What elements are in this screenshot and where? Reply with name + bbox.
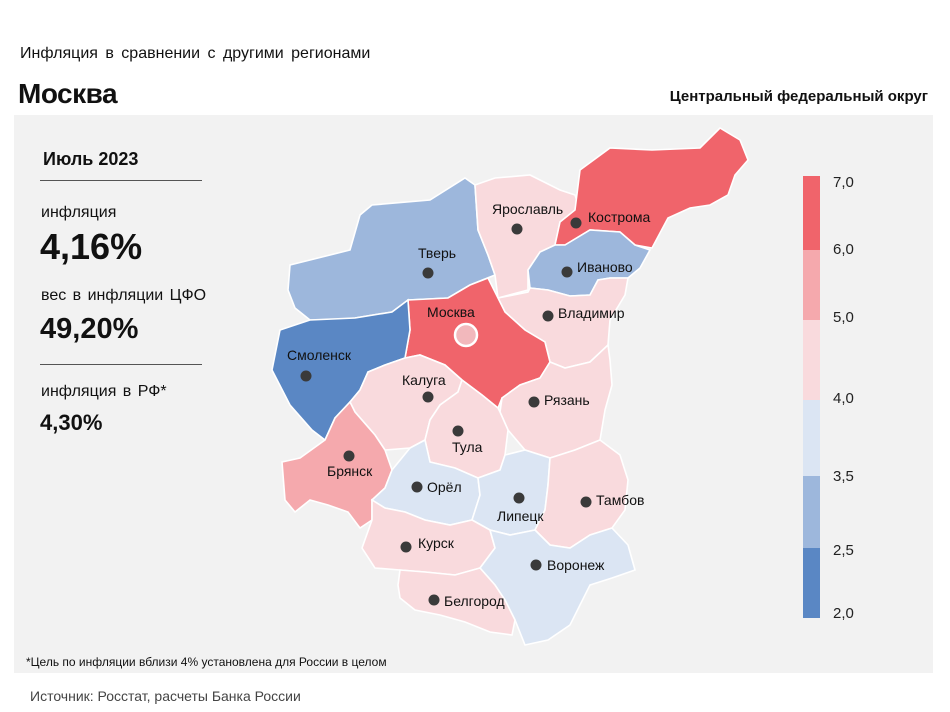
city-label-voronezh: Воронеж (547, 557, 605, 573)
city-dot-vladimir (542, 310, 554, 322)
legend-tick-35: 3,5 (833, 468, 854, 485)
city-label-orel: Орёл (427, 479, 462, 495)
city-dot-kursk (400, 541, 412, 553)
city-dot-tambov (580, 496, 592, 508)
city-dot-ryazan (528, 396, 540, 408)
chart-subtitle: Инфляция в сравнении с другими регионами (20, 45, 371, 62)
inflation-label: инфляция (41, 204, 117, 221)
city-dot-orel (411, 481, 423, 493)
legend-tick-7: 7,0 (833, 174, 854, 191)
color-legend: 7,0 6,0 5,0 4,0 3,5 2,5 2,0 (803, 174, 854, 622)
weight-label: вес в инфляции ЦФО (41, 287, 207, 304)
city-dot-tula (452, 425, 464, 437)
city-dot-lipetsk (513, 492, 525, 504)
source-note: Источник: Росстат, расчеты Банка России (30, 688, 301, 704)
legend-band-4-5 (803, 320, 820, 400)
legend-band-5-6 (803, 250, 820, 320)
city-dot-smolensk (300, 370, 312, 382)
footnote: *Цель по инфляции вблизи 4% установлена … (26, 655, 387, 669)
rf-inflation-value: 4,30% (40, 410, 103, 435)
city-dot-bryansk (343, 450, 355, 462)
city-label-belgorod: Белгород (444, 593, 505, 609)
divider-top (40, 180, 202, 181)
rf-inflation-label: инфляция в РФ* (41, 383, 167, 400)
legend-tick-6: 6,0 (833, 241, 854, 258)
city-label-tambov: Тамбов (596, 492, 644, 508)
region-title: Москва (18, 78, 118, 109)
city-dot-voronezh (530, 559, 542, 571)
legend-tick-5: 5,0 (833, 309, 854, 326)
weight-value: 49,20% (40, 313, 139, 345)
legend-tick-4: 4,0 (833, 390, 854, 407)
city-dot-kostroma (570, 217, 582, 229)
city-dot-belgorod (428, 594, 440, 606)
legend-band-2-25 (803, 548, 820, 618)
city-label-kostroma: Кострома (588, 209, 651, 225)
city-label-ryazan: Рязань (544, 392, 590, 408)
city-label-smolensk: Смоленск (287, 347, 352, 363)
city-label-ivanovo: Иваново (577, 259, 633, 275)
city-dot-ivanovo (561, 266, 573, 278)
legend-band-25-35 (803, 476, 820, 548)
city-label-kaluga: Калуга (402, 372, 446, 388)
period-label: Июль 2023 (43, 149, 139, 169)
city-label-tula: Тула (452, 439, 483, 455)
city-label-lipetsk: Липецк (497, 508, 544, 524)
district-label: Центральный федеральный округ (669, 88, 928, 105)
region-kostroma[interactable] (554, 126, 749, 249)
city-dot-tver (422, 267, 434, 279)
legend-tick-2: 2,0 (833, 605, 854, 622)
city-label-moscow: Москва (427, 304, 475, 320)
city-dot-yaroslavl (511, 223, 523, 235)
inflation-value: 4,16% (40, 226, 143, 267)
legend-tick-25: 2,5 (833, 542, 854, 559)
region-ryazan[interactable] (499, 343, 613, 459)
city-label-bryansk: Брянск (327, 463, 373, 479)
city-label-vladimir: Владимир (558, 305, 625, 321)
city-label-yaroslavl: Ярославль (492, 201, 563, 217)
city-dot-moscow (453, 322, 479, 348)
legend-band-35-4 (803, 400, 820, 476)
city-label-kursk: Курск (418, 535, 455, 551)
divider-bottom (40, 364, 202, 365)
city-dot-kaluga (422, 391, 434, 403)
city-markers: Тверь Ярославль Кострома Иваново Владими… (287, 201, 651, 609)
city-label-tver: Тверь (418, 245, 456, 261)
legend-band-6-7 (803, 176, 820, 250)
region-belgorod[interactable] (397, 567, 516, 636)
